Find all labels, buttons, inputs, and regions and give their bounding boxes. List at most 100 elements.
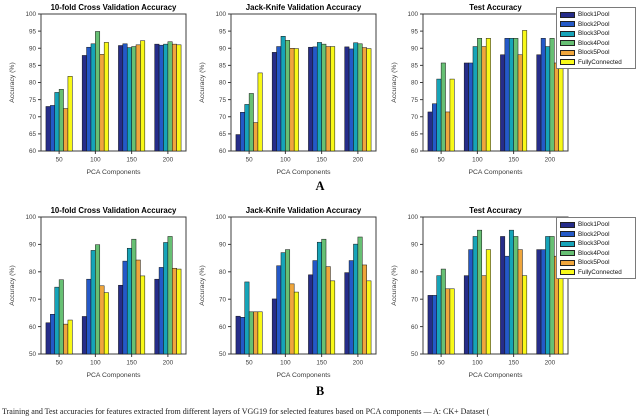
bar-Block5Pool	[135, 259, 141, 355]
bar-FullyConnected	[67, 319, 73, 355]
bar-Block2Pool	[540, 38, 546, 152]
legend-entry: Block4Pool	[560, 249, 633, 259]
x-tick-label: 200	[163, 157, 174, 164]
bar-Block2Pool	[468, 62, 474, 152]
bar-Block5Pool	[172, 43, 177, 152]
legend-label: Block4Pool	[578, 249, 610, 257]
bar-Block2Pool	[276, 265, 282, 355]
y-tick-label: 60	[411, 148, 419, 155]
bar-Block1Pool	[81, 316, 87, 355]
legend-swatch-block3pool	[560, 30, 575, 37]
bar-Block2Pool	[240, 112, 245, 152]
y-tick-label: 60	[219, 148, 227, 155]
bar-Block3Pool	[163, 43, 169, 152]
bar-FullyConnected	[257, 311, 263, 355]
legend-swatch-block1pool	[560, 11, 575, 18]
y-tick-label: 60	[29, 148, 37, 155]
y-tick-label: 100	[25, 214, 36, 221]
legend-label: Block1Pool	[578, 11, 610, 19]
bar-Block4Pool	[357, 236, 363, 355]
x-tick-label: 100	[472, 360, 483, 367]
bar-Block1Pool	[154, 278, 160, 355]
bar-Block4Pool	[321, 43, 327, 152]
legend-swatch-fullyconnected	[560, 59, 575, 66]
bar-Block1Pool	[118, 45, 124, 152]
y-tick-label: 70	[411, 296, 419, 303]
y-tick-label: 100	[407, 214, 418, 221]
bar-Block2Pool	[348, 260, 354, 355]
bar-Block3Pool	[244, 104, 250, 152]
bar-Block2Pool	[240, 317, 245, 355]
chart-title: Test Accuracy	[469, 3, 522, 12]
y-tick-label: 90	[219, 45, 227, 52]
y-tick-label: 60	[219, 324, 227, 331]
bar-Block1Pool	[235, 315, 241, 355]
bar-FullyConnected	[366, 48, 372, 152]
legend-entry: Block3Pool	[560, 239, 633, 249]
row-label-a: A	[315, 179, 325, 193]
chart-b-jackknife: 50 60 70 80 90 100 50 100 150 200 Jack-Knife Valid…	[196, 205, 382, 383]
bar-Block4Pool	[167, 41, 173, 152]
bar-Block4Pool	[477, 38, 483, 152]
bar-Block5Pool	[289, 48, 295, 152]
bar-Block3Pool	[508, 38, 514, 152]
bar-Block5Pool	[445, 288, 451, 355]
x-axis-label: PCA Components	[468, 169, 523, 176]
bar-Block5Pool	[481, 275, 487, 355]
bar-Block5Pool	[172, 267, 177, 355]
chart-title: 10-fold Cross Validation Accuracy	[51, 206, 177, 215]
bar-Block3Pool	[436, 78, 442, 152]
legend-label: Block2Pool	[578, 230, 610, 238]
bar-chart: 60 65 70 75 80 85 90 95 100 50 100 150 200 10-fold Cr…	[9, 3, 187, 176]
bar-Block5Pool	[445, 111, 451, 152]
bar-Block5Pool	[517, 249, 523, 355]
y-tick-label: 50	[411, 351, 419, 358]
bar-FullyConnected	[293, 291, 299, 355]
y-tick-label: 70	[219, 296, 227, 303]
bar-Block4Pool	[131, 46, 137, 152]
figure-caption: Training and Test accuracies for feature…	[2, 407, 490, 416]
bar-Block2Pool	[50, 105, 55, 152]
x-tick-label: 100	[472, 157, 483, 164]
bar-Block3Pool	[472, 46, 478, 152]
bar-Block5Pool	[99, 54, 105, 152]
bar-Block4Pool	[357, 43, 363, 152]
bar-Block4Pool	[167, 236, 173, 355]
y-tick-label: 90	[411, 242, 419, 249]
y-tick-label: 75	[219, 97, 227, 104]
y-axis-label: Accuracy (%)	[9, 62, 16, 102]
x-tick-label: 200	[353, 360, 364, 367]
bar-FullyConnected	[449, 78, 455, 152]
bar-Block4Pool	[248, 93, 254, 152]
bar-Block2Pool	[276, 46, 282, 152]
bar-Block5Pool	[517, 54, 523, 152]
bar-Block5Pool	[325, 46, 331, 152]
bar-Block4Pool	[549, 236, 555, 355]
bar-Block4Pool	[58, 279, 64, 355]
bar-Block3Pool	[316, 42, 322, 152]
bar-Block5Pool	[135, 44, 141, 152]
legend-entry: Block2Pool	[560, 230, 633, 240]
bar-Block4Pool	[513, 236, 519, 355]
y-tick-label: 90	[29, 242, 37, 249]
bar-Block4Pool	[477, 229, 483, 355]
bar-Block1Pool	[344, 272, 350, 355]
bar-FullyConnected	[176, 268, 182, 355]
chart-b-10fold-cv: 50 60 70 80 90 100 50 100 150 200 10-fold Cross Va…	[6, 205, 192, 383]
legend-label: Block4Pool	[578, 39, 610, 47]
y-tick-label: 85	[411, 63, 419, 70]
y-tick-label: 95	[219, 28, 227, 35]
bar-Block3Pool	[508, 229, 514, 355]
bar-Block2Pool	[312, 46, 318, 152]
bar-FullyConnected	[103, 42, 109, 152]
x-tick-label: 150	[126, 157, 137, 164]
bar-FullyConnected	[366, 280, 372, 355]
bar-Block2Pool	[540, 249, 546, 355]
legend-entry: Block5Pool	[560, 48, 633, 58]
legend-label: Block1Pool	[578, 221, 610, 229]
y-tick-label: 50	[219, 351, 227, 358]
x-tick-label: 150	[508, 360, 519, 367]
bar-Block1Pool	[308, 274, 314, 355]
bar-Block2Pool	[158, 267, 164, 355]
bar-Block3Pool	[472, 236, 478, 355]
